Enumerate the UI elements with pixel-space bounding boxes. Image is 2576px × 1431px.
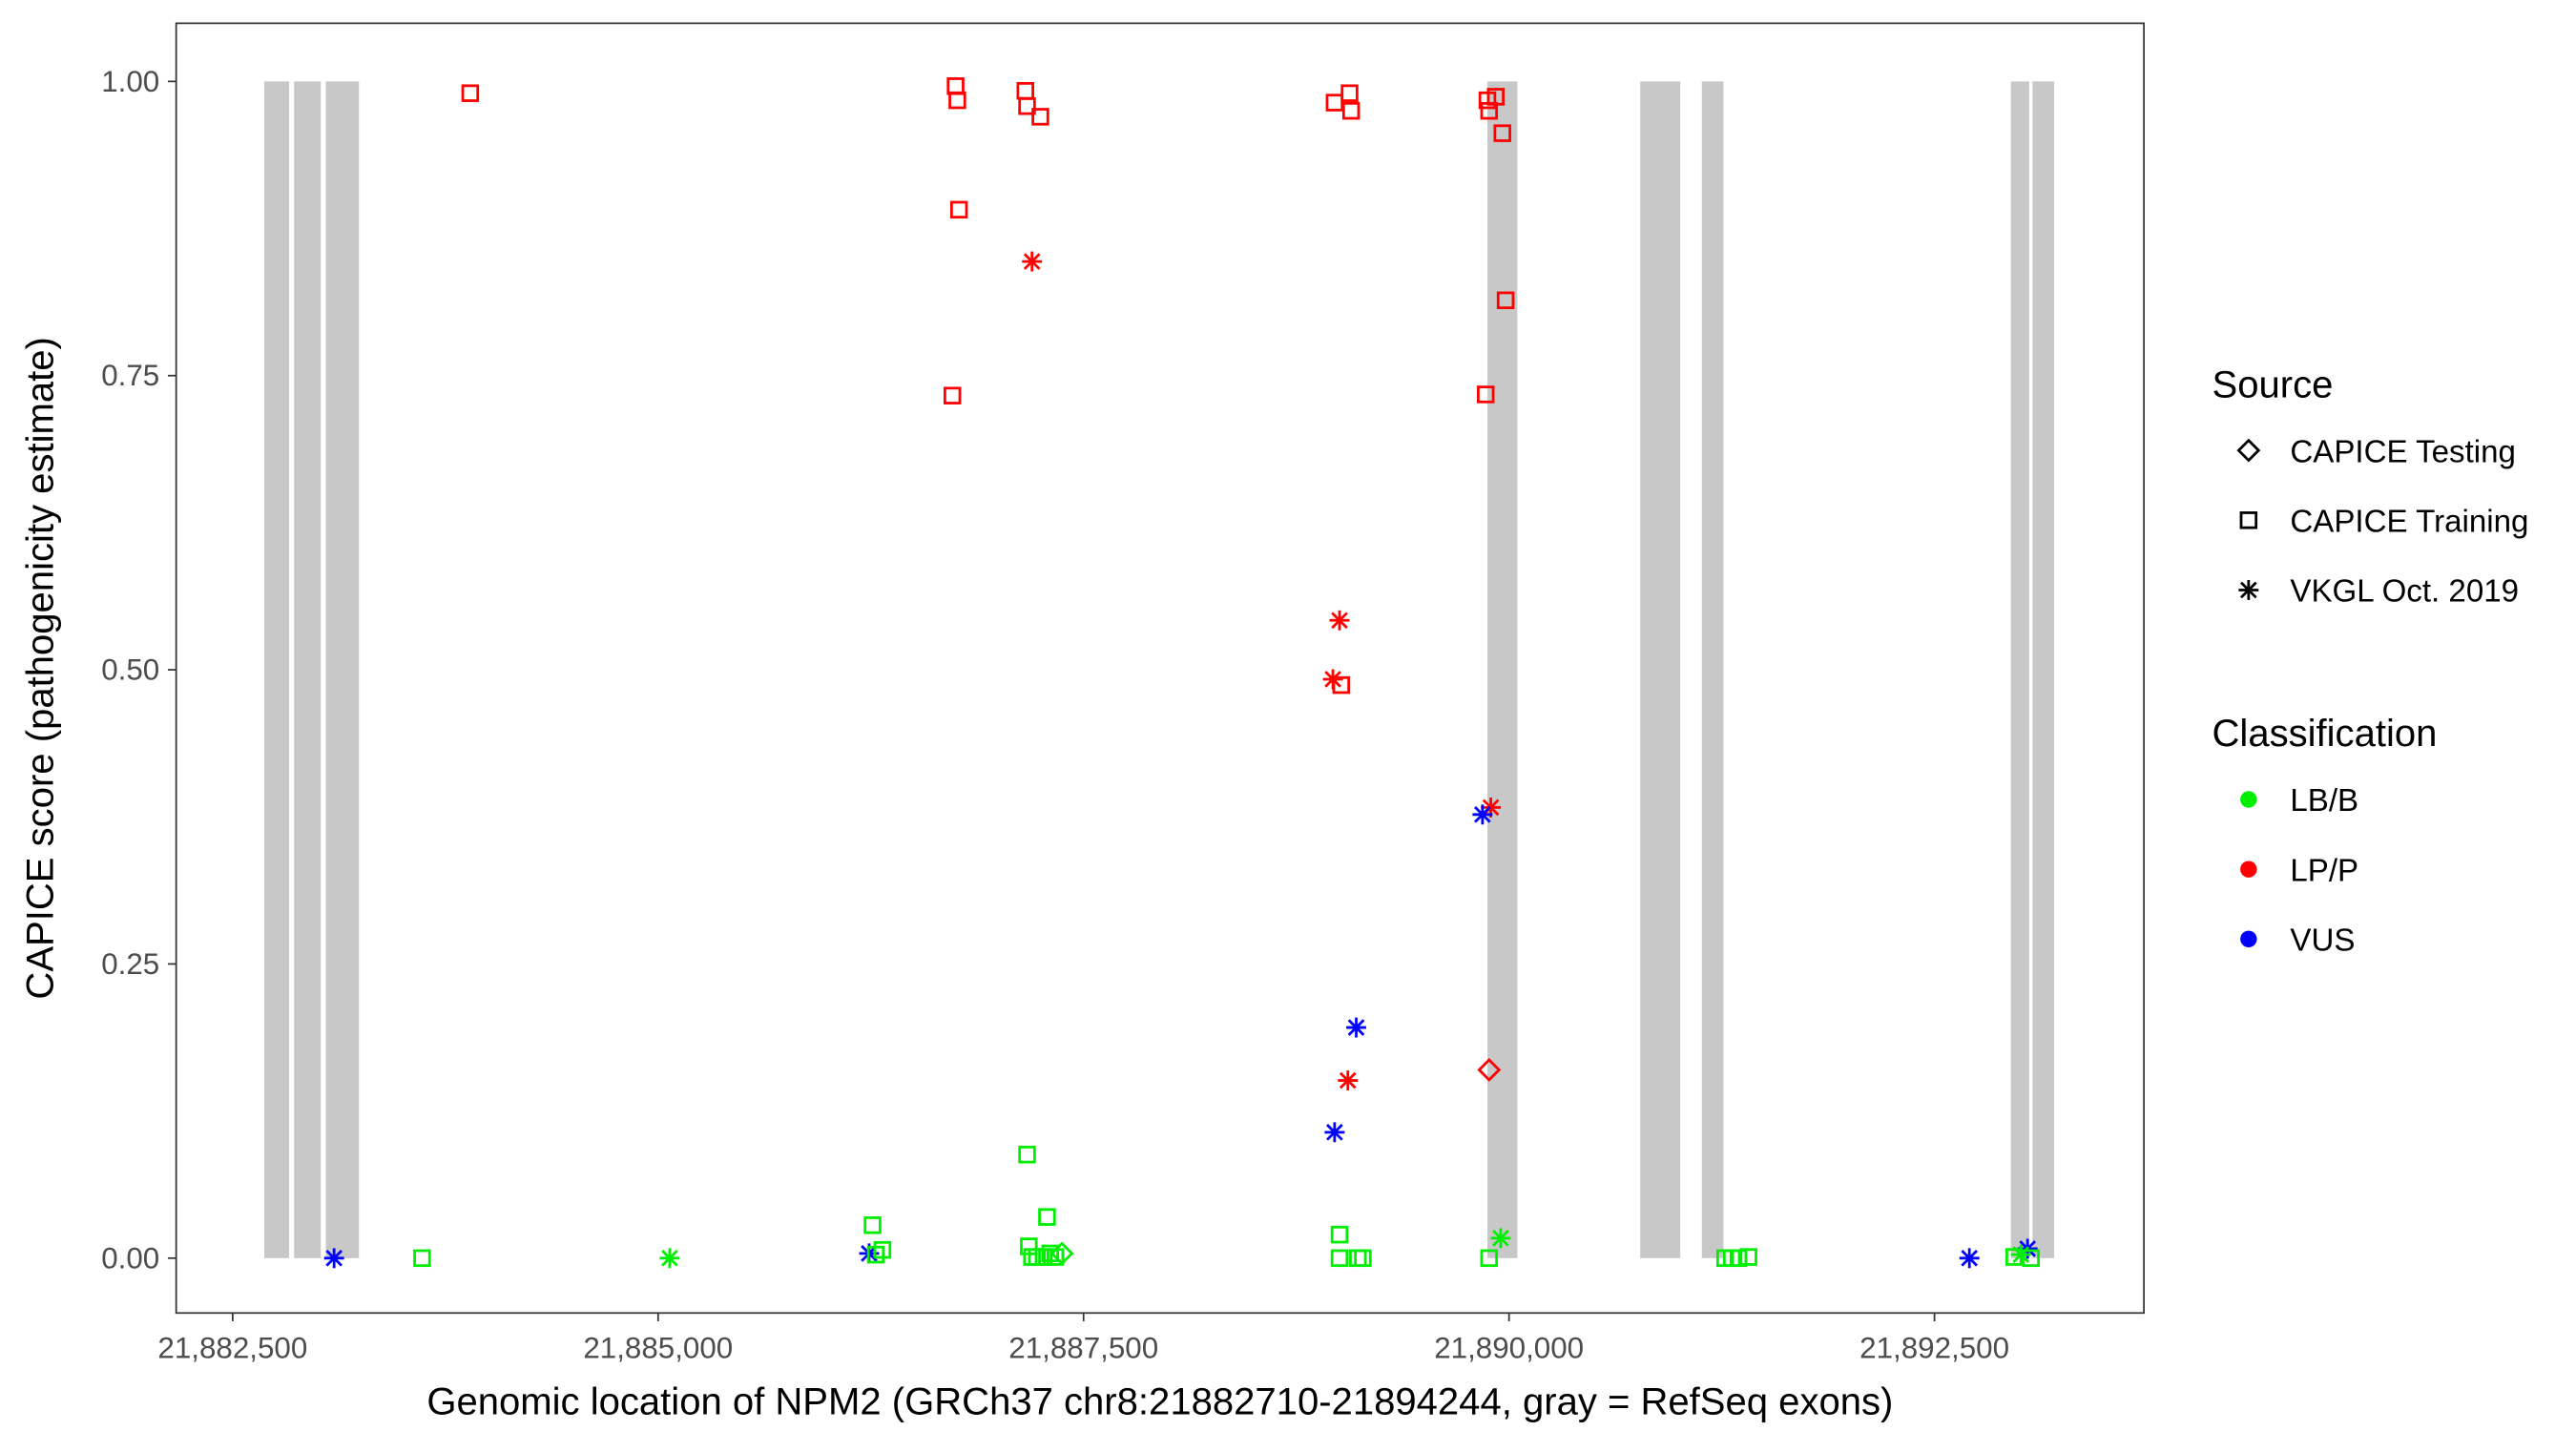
data-point-square xyxy=(413,1249,431,1268)
legend-source-label: CAPICE Training xyxy=(2290,504,2528,539)
y-tick-label: 1.00 xyxy=(101,65,159,98)
data-point-square xyxy=(2005,1248,2024,1266)
data-point-square xyxy=(1031,108,1049,126)
data-point-square xyxy=(1325,93,1344,112)
legend-source-label: VKGL Oct. 2019 xyxy=(2290,574,2519,610)
legend-class-label: VUS xyxy=(2290,923,2355,959)
y-tick-label: 0.00 xyxy=(101,1241,159,1275)
x-axis-ticks: 21,882,500 21,885,000 21,887,500 21,890,000… xyxy=(157,1313,2009,1364)
legend-source-title: Source xyxy=(2212,363,2334,405)
x-tick-label: 21,887,500 xyxy=(1008,1331,1158,1364)
exon-band xyxy=(294,81,322,1258)
data-point-square xyxy=(946,77,965,95)
y-axis-ticks: 0.00 0.25 0.50 0.75 1.00 xyxy=(101,65,177,1275)
y-tick-label: 0.75 xyxy=(101,359,159,392)
data-point-square xyxy=(873,1240,892,1259)
plot-panel-border xyxy=(175,22,2145,1315)
data-point-star xyxy=(323,1248,344,1269)
data-point-star xyxy=(1329,610,1350,631)
data-point-star xyxy=(1322,669,1343,690)
legend: Source CAPICE Testing CAPICE Training VKGL… xyxy=(2212,363,2529,958)
y-tick-label: 0.50 xyxy=(101,653,159,687)
data-point-star xyxy=(1324,1122,1345,1143)
legend-star-icon xyxy=(2238,580,2259,600)
legend-class-label: LB/B xyxy=(2290,783,2358,819)
exon-bands xyxy=(264,81,2055,1258)
x-tick-label: 21,882,500 xyxy=(157,1331,307,1364)
data-point-square xyxy=(1330,1225,1349,1244)
legend-square-icon xyxy=(2239,511,2258,529)
exon-band xyxy=(2010,81,2029,1258)
x-axis-label: Genomic location of NPM2 (GRCh37 chr8:21… xyxy=(426,1381,1893,1423)
data-point-square xyxy=(1041,1244,1060,1263)
data-point-square xyxy=(1341,101,1361,120)
x-tick-label: 21,892,500 xyxy=(1859,1331,2009,1364)
exon-band xyxy=(264,81,290,1258)
data-point-star xyxy=(659,1248,680,1269)
data-point-square xyxy=(1016,82,1034,100)
data-point-square xyxy=(1496,291,1515,310)
exon-band xyxy=(1701,81,1724,1258)
data-point-diamond xyxy=(1049,1241,1074,1266)
data-point-square xyxy=(1480,1249,1499,1268)
data-point-square xyxy=(1729,1249,1748,1268)
data-point-diamond xyxy=(1477,1058,1502,1082)
exon-band xyxy=(1487,81,1518,1258)
data-point-square xyxy=(1330,1249,1349,1268)
legend-classification-title: Classification xyxy=(2212,713,2438,755)
data-point-square xyxy=(863,1216,882,1234)
data-point-square xyxy=(1038,1208,1056,1226)
data-point-square xyxy=(1340,84,1359,102)
data-point-star xyxy=(1022,251,1043,272)
data-point-square xyxy=(2022,1249,2040,1268)
data-point-square xyxy=(1493,124,1511,142)
data-point-square xyxy=(949,200,968,219)
legend-diamond-icon xyxy=(2236,438,2261,463)
x-tick-label: 21,885,000 xyxy=(583,1331,733,1364)
legend-class-label: LP/P xyxy=(2290,853,2358,888)
legend-dot-icon xyxy=(2240,930,2257,948)
data-point-star xyxy=(1490,1228,1511,1249)
legend-dot-icon xyxy=(2240,861,2257,878)
data-point-square xyxy=(1739,1248,1757,1266)
data-point-square xyxy=(1486,88,1505,106)
data-point-star xyxy=(1959,1248,1980,1269)
exon-band xyxy=(2032,81,2055,1258)
exon-band xyxy=(325,81,360,1258)
data-point-square xyxy=(943,386,962,404)
y-tick-label: 0.25 xyxy=(101,947,159,981)
y-axis-label: CAPICE score (pathogenicity estimate) xyxy=(20,337,62,999)
data-point-square xyxy=(1354,1249,1372,1268)
data-point-square xyxy=(1349,1249,1367,1268)
legend-source-label: CAPICE Testing xyxy=(2290,434,2516,469)
data-point-square xyxy=(1477,385,1495,404)
data-point-square xyxy=(461,84,480,102)
x-tick-label: 21,890,000 xyxy=(1434,1331,1584,1364)
data-point-star xyxy=(1338,1070,1359,1091)
data-point-star xyxy=(1472,804,1493,825)
data-point-star xyxy=(1346,1017,1366,1038)
data-point-square xyxy=(1018,1146,1036,1164)
data-point-square xyxy=(1018,97,1036,115)
exon-band xyxy=(1640,81,1681,1258)
data-point-square xyxy=(948,91,966,110)
legend-dot-icon xyxy=(2240,791,2257,808)
data-points xyxy=(323,77,2040,1269)
